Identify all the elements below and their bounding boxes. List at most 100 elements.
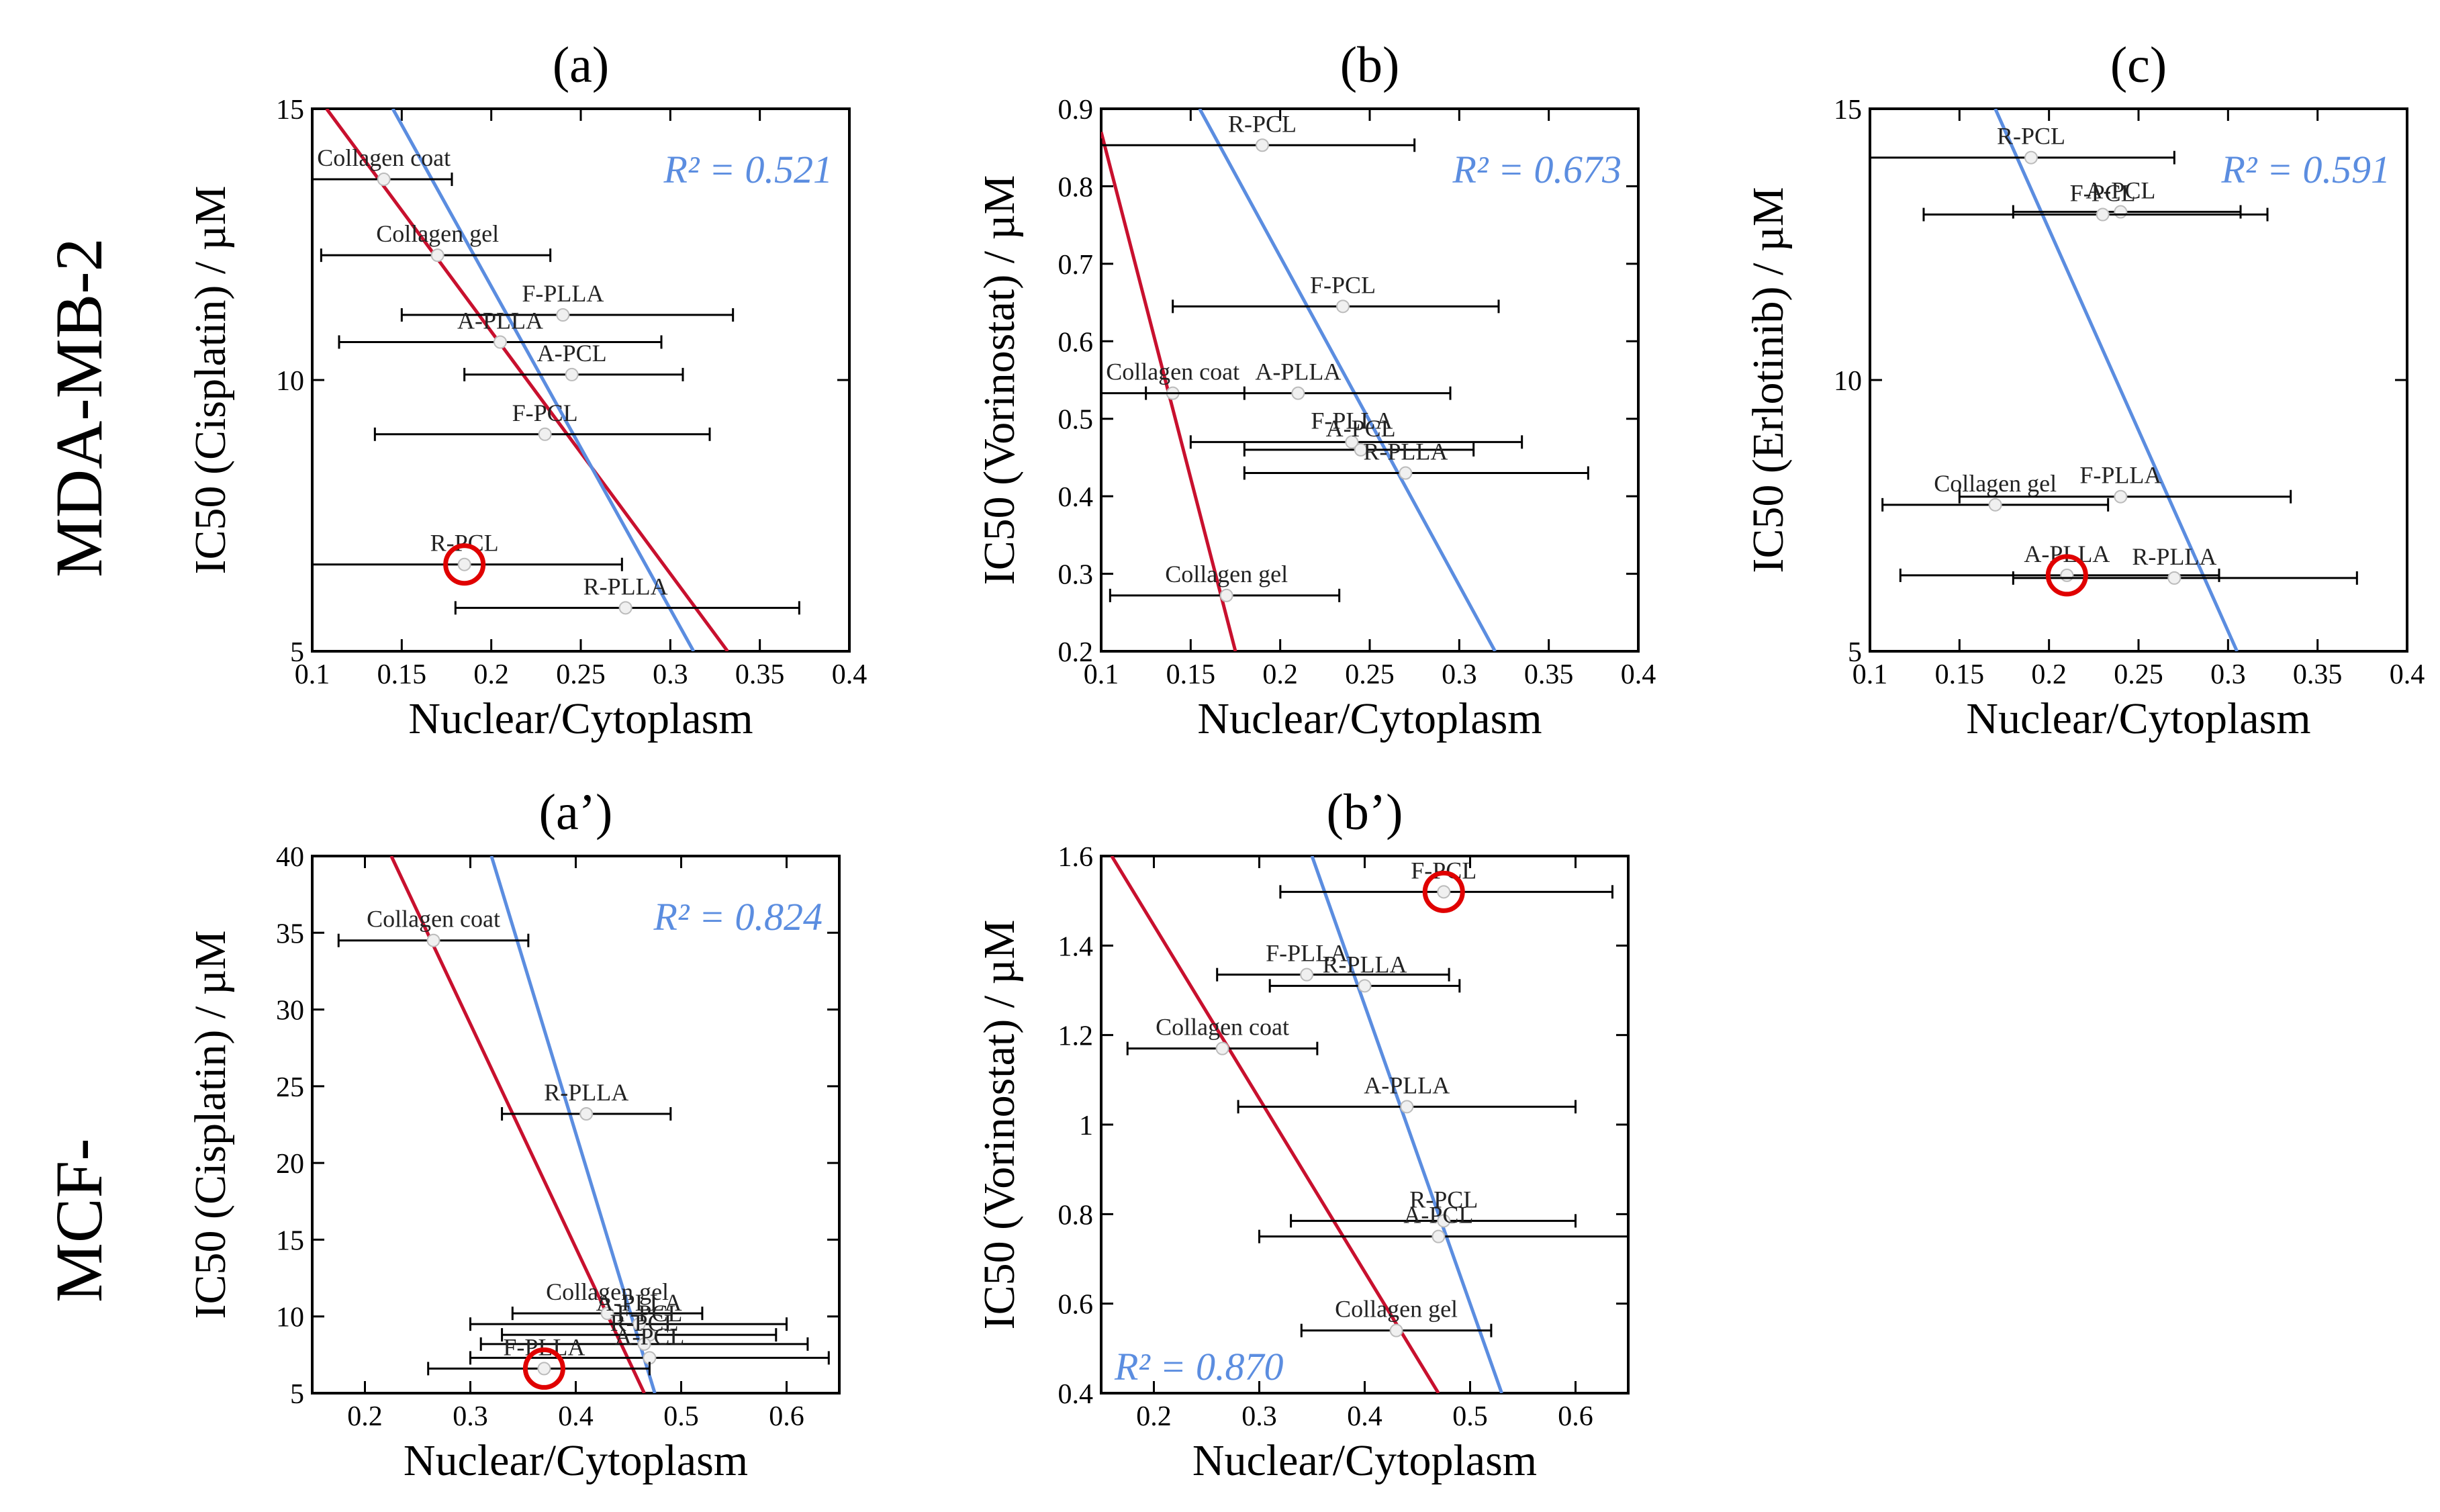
point-label: A-PLLA	[457, 307, 543, 334]
point-label: F-PCL	[1411, 857, 1476, 884]
x-tick-label: 0.2	[473, 659, 509, 690]
data-point	[2024, 150, 2038, 164]
panel-1: (b) 0.1 0.15 0.2 0.25 0.3 0.35 0.4 0.2 0.3 0.4 0.5 0…	[975, 37, 1656, 743]
x-tick-label: 0.15	[1935, 659, 1985, 690]
point-label: F-PLLA	[2079, 462, 2161, 489]
x-tick-label: 0.5	[1452, 1401, 1488, 1432]
r-squared-label: R² = 0.870	[1114, 1345, 1283, 1388]
highlight-circle	[1422, 870, 1465, 913]
y-tick-label: 1.6	[1058, 842, 1094, 873]
point-label: Collagen coat	[317, 144, 451, 171]
fit-line-blue	[1198, 109, 1497, 651]
y-tick-label: 15	[276, 1225, 304, 1256]
data-point	[1291, 386, 1305, 400]
data-point	[1354, 442, 1368, 457]
y-tick-label: 0.5	[1058, 405, 1094, 436]
y-tick-label: 5	[290, 637, 304, 668]
x-tick-label: 0.4	[558, 1401, 594, 1432]
x-tick-label: 0.15	[1166, 659, 1216, 690]
data-point	[1988, 498, 2002, 512]
y-tick-label: 1.2	[1058, 1021, 1094, 1052]
x-tick-label: 0.4	[1347, 1401, 1382, 1432]
data-point	[1400, 1100, 1414, 1114]
y-tick-label: 0.9	[1058, 95, 1094, 126]
data-point	[2060, 568, 2074, 582]
data-point	[565, 367, 579, 381]
data-point	[2114, 489, 2128, 504]
point-label: Collagen gel	[1335, 1296, 1458, 1323]
panel-2: (c) 0.1 0.15 0.2 0.25 0.3 0.35 0.4 5 10 15 Nuclear/…	[1744, 37, 2425, 743]
x-tick-label: 0.1	[295, 659, 330, 690]
x-tick-label: 0.6	[1558, 1401, 1593, 1432]
panel-title: (b’)	[1327, 784, 1403, 841]
data-point	[430, 248, 444, 263]
point-label: Collagen gel	[1165, 561, 1288, 587]
x-tick-label: 0.15	[377, 659, 427, 690]
panel-title: (c)	[2110, 37, 2167, 93]
y-tick-label: 10	[276, 1303, 304, 1333]
point-label: R-PLLA	[2132, 543, 2216, 570]
y-tick-label: 1.4	[1058, 931, 1094, 962]
fit-line-red	[1110, 856, 1440, 1393]
data-point	[1256, 138, 1269, 152]
point-label: R-PLLA	[583, 573, 668, 600]
fit-line-blue	[489, 856, 657, 1393]
fit-line-blue	[1993, 109, 2239, 651]
y-tick-label: 5	[1848, 637, 1862, 668]
y-axis-label: IC50 (Vorinostat) / µM	[975, 920, 1024, 1330]
x-tick-label: 0.4	[2390, 659, 2425, 690]
x-tick-label: 0.25	[556, 659, 606, 690]
y-tick-label: 0.6	[1058, 327, 1094, 358]
x-tick-label: 0.5	[663, 1401, 699, 1432]
panel-title: (a)	[553, 37, 609, 93]
x-axis-label: Nuclear/Cytoplasm	[1966, 694, 2310, 743]
panel-0: (a) 0.1 0.15 0.2 0.25 0.3 0.35 0.4 5 10 15 Nuclear/…	[186, 37, 867, 743]
y-tick-label: 15	[1834, 95, 1862, 126]
y-tick-label: 1	[1079, 1111, 1093, 1141]
y-tick-label: 20	[276, 1149, 304, 1180]
point-label: F-PLLA	[1266, 940, 1348, 967]
x-tick-label: 0.25	[1345, 659, 1395, 690]
highlight-circle	[2045, 554, 2088, 597]
x-tick-label: 0.3	[1442, 659, 1477, 690]
y-axis-label: IC50 (Cisplatin) / µM	[186, 186, 235, 575]
point-label: Collagen gel	[1934, 470, 2057, 497]
y-tick-label: 5	[290, 1379, 304, 1410]
data-point	[2096, 207, 2110, 222]
x-axis-label: Nuclear/Cytoplasm	[404, 1436, 748, 1485]
fit-line-blue	[1310, 856, 1503, 1393]
point-label: Collagen gel	[546, 1278, 669, 1305]
point-label: Collagen gel	[376, 220, 499, 247]
data-point	[618, 601, 632, 615]
y-tick-label: 0.8	[1058, 1200, 1094, 1231]
data-point	[1300, 967, 1314, 982]
y-axis-label: IC50 (Erlotinib) / µM	[1744, 187, 1793, 573]
x-tick-label: 0.3	[1241, 1401, 1277, 1432]
panel-title: (b)	[1340, 37, 1400, 93]
data-point	[1336, 299, 1350, 314]
x-tick-label: 0.2	[1262, 659, 1298, 690]
x-tick-label: 0.3	[653, 659, 688, 690]
point-label: F-PCL	[1310, 271, 1376, 298]
x-tick-label: 0.2	[347, 1401, 383, 1432]
x-tick-label: 0.25	[2114, 659, 2163, 690]
r-squared-label: R² = 0.824	[653, 895, 823, 939]
x-tick-label: 0.1	[1084, 659, 1119, 690]
point-label: R-PCL	[1228, 110, 1297, 137]
x-tick-label: 0.4	[1621, 659, 1656, 690]
data-point	[556, 308, 570, 322]
y-tick-label: 0.4	[1058, 1379, 1094, 1410]
x-axis-label: Nuclear/Cytoplasm	[1192, 1436, 1537, 1485]
point-label: F-PCL	[512, 399, 578, 426]
point-label: F-PLLA	[1311, 407, 1393, 434]
fit-line-red	[325, 109, 729, 651]
y-tick-label: 0.6	[1058, 1290, 1094, 1321]
y-tick-label: 15	[276, 95, 304, 126]
data-point	[632, 1317, 646, 1331]
highlight-circle	[522, 1347, 565, 1390]
y-tick-label: 30	[276, 996, 304, 1027]
data-point	[426, 933, 440, 947]
x-tick-label: 0.2	[1136, 1401, 1172, 1432]
y-tick-label: 40	[276, 842, 304, 873]
x-tick-label: 0.6	[769, 1401, 804, 1432]
